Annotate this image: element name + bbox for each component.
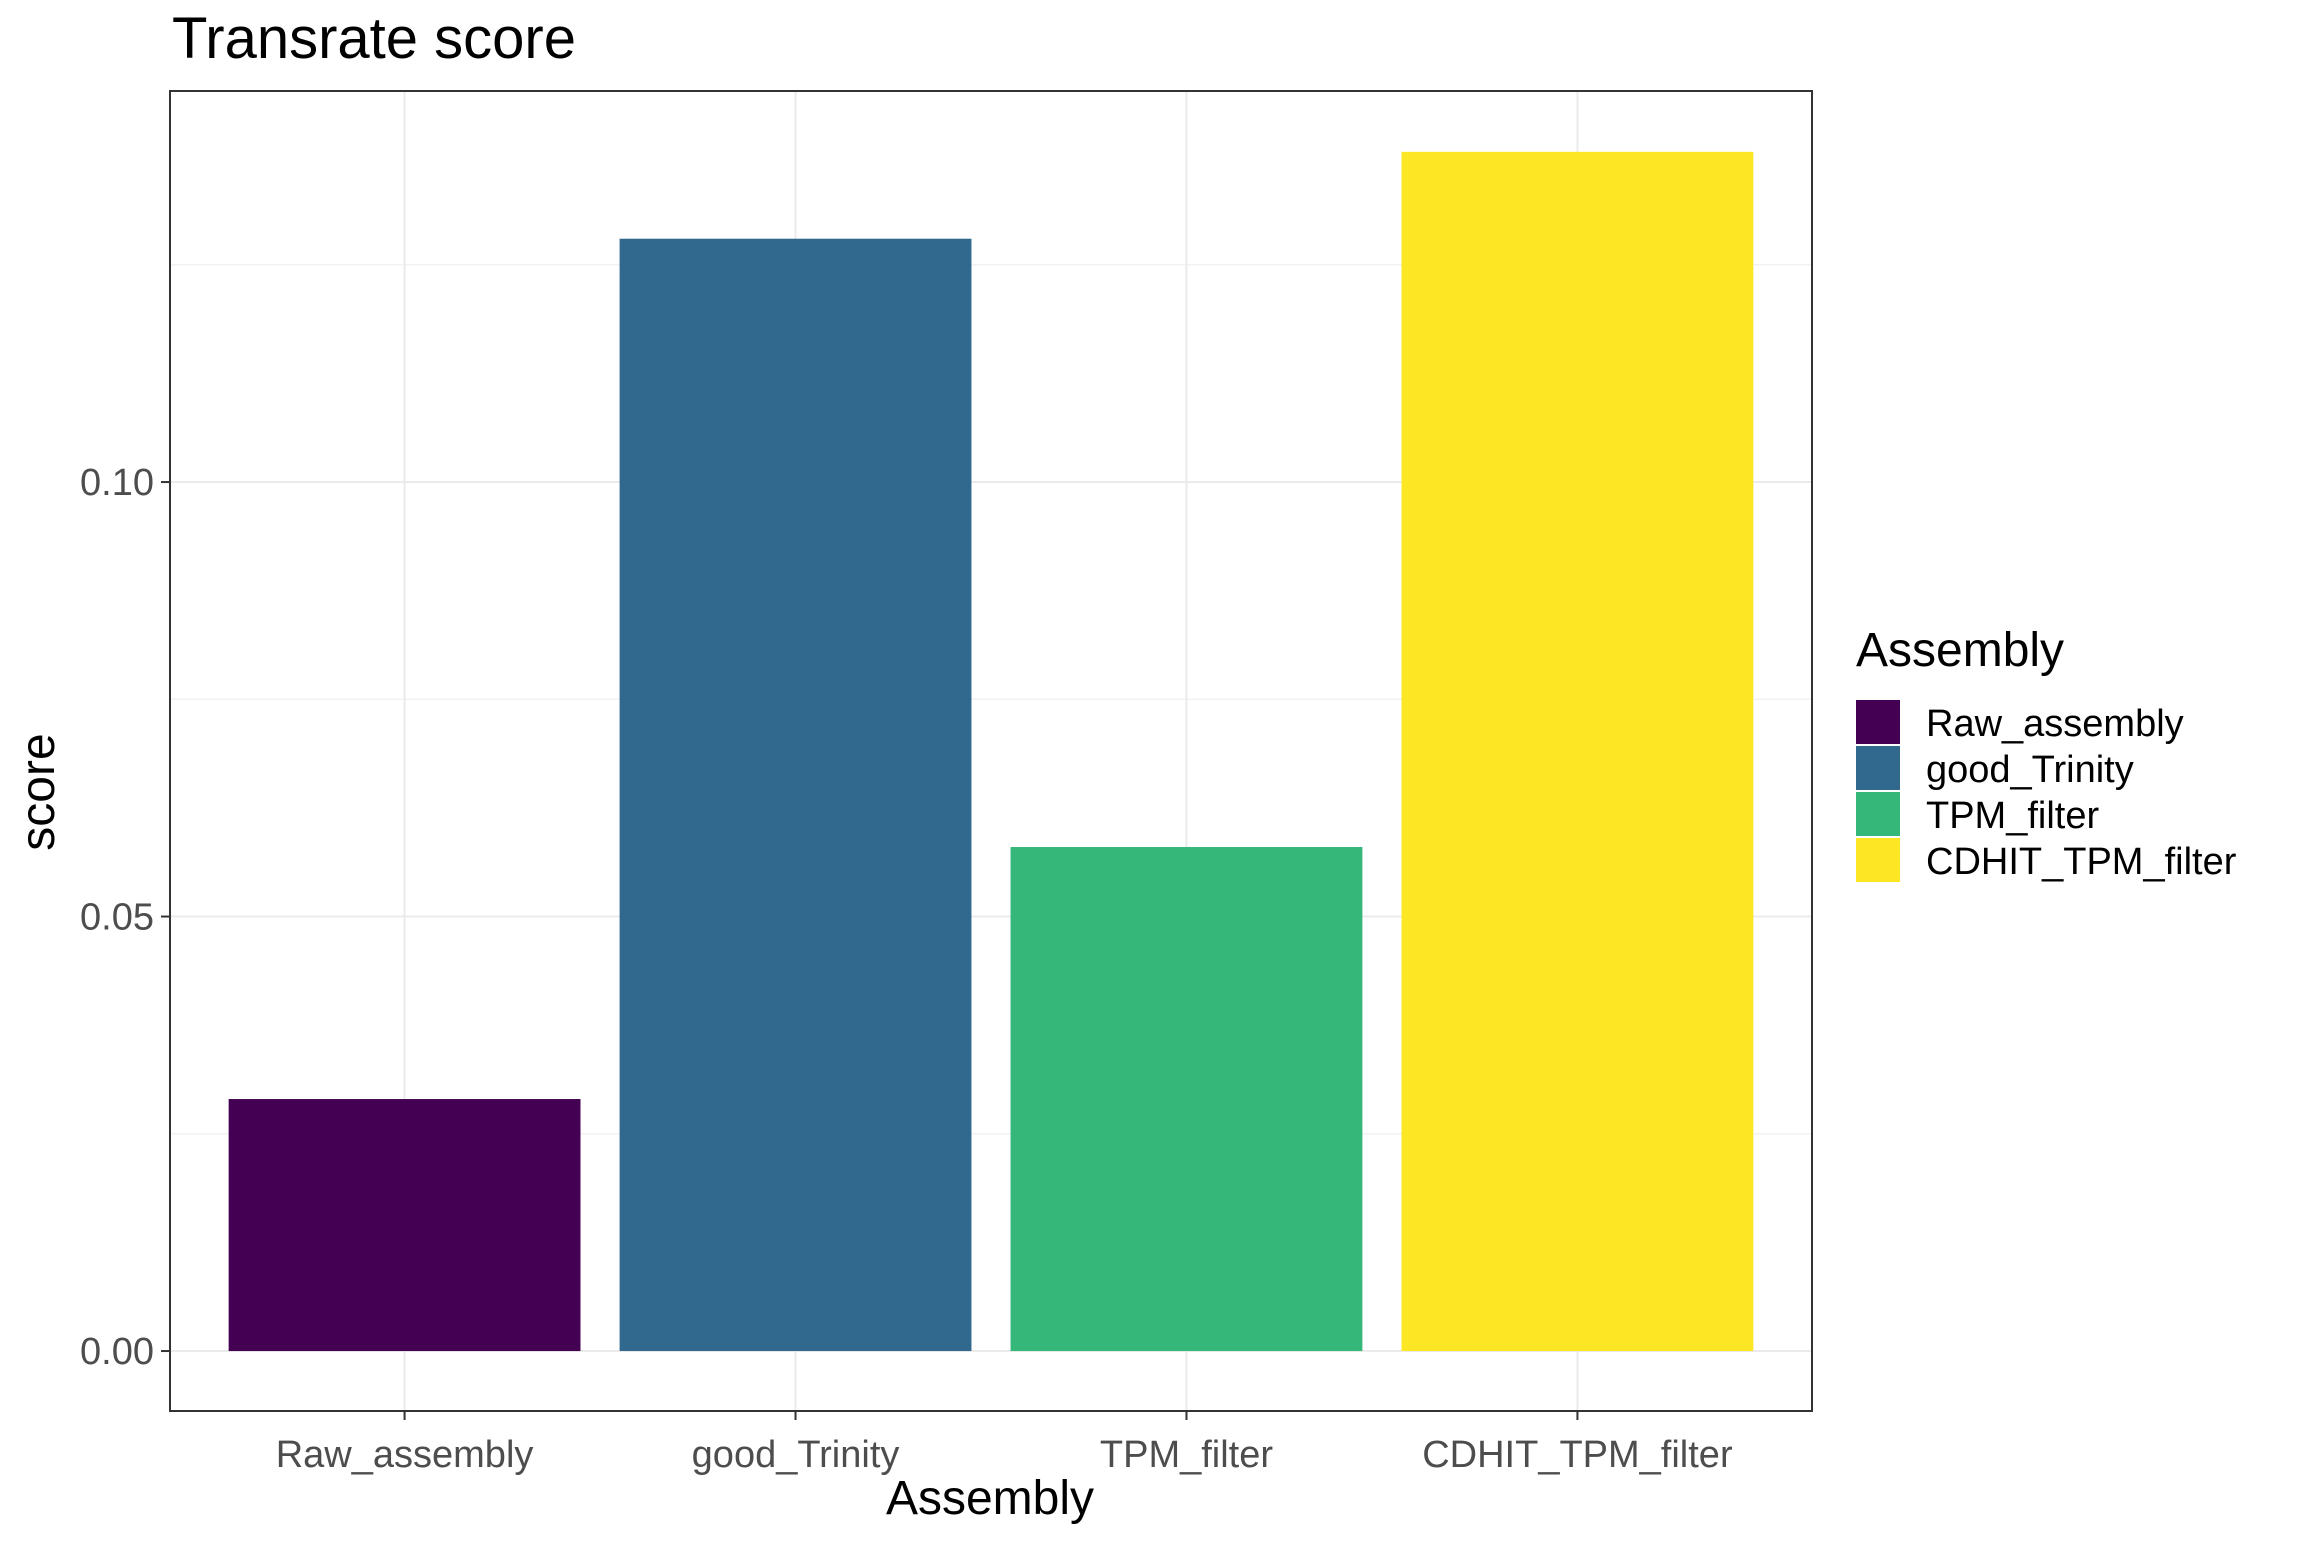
legend: Assembly Raw_assemblygood_TrinityTPM_fil…: [1856, 624, 2237, 883]
bar-good-trinity: [619, 238, 972, 1352]
panel-border: [169, 90, 1813, 1412]
x-tick-label: CDHIT_TPM_filter: [1422, 1434, 1733, 1476]
axes: 0.00 0.05 0.10 Raw_assembly good_Trinity TPM_…: [80, 462, 1733, 1476]
x-axis-title: Assembly: [886, 1472, 1094, 1525]
x-tick-label: good_Trinity: [692, 1434, 900, 1476]
y-axis-title: score: [12, 733, 65, 850]
legend-label: CDHIT_TPM_filter: [1926, 841, 2237, 883]
legend-title: Assembly: [1856, 624, 2064, 677]
x-tick-label: TPM_filter: [1100, 1434, 1273, 1476]
legend-key-tpm-filter: [1856, 792, 1900, 836]
legend-key-cdhit-tpm-filter: [1856, 838, 1900, 882]
bar-raw-assembly: [228, 1099, 581, 1352]
y-tick-label: 0.05: [80, 897, 154, 939]
chart-title: Transrate score: [172, 6, 576, 71]
bar-tpm-filter: [1010, 847, 1363, 1352]
legend-label: Raw_assembly: [1926, 703, 2184, 745]
y-tick-label: 0.10: [80, 462, 154, 504]
x-tick-label: Raw_assembly: [276, 1434, 534, 1476]
legend-label: TPM_filter: [1926, 795, 2099, 837]
legend-items: Raw_assemblygood_TrinityTPM_filterCDHIT_…: [1856, 700, 2237, 883]
legend-label: good_Trinity: [1926, 749, 2134, 791]
bars: [228, 151, 1754, 1352]
bar-cdhit-tpm-filter: [1401, 151, 1754, 1352]
y-tick-label: 0.00: [80, 1331, 154, 1373]
legend-key-raw-assembly: [1856, 700, 1900, 744]
legend-key-good-trinity: [1856, 746, 1900, 790]
